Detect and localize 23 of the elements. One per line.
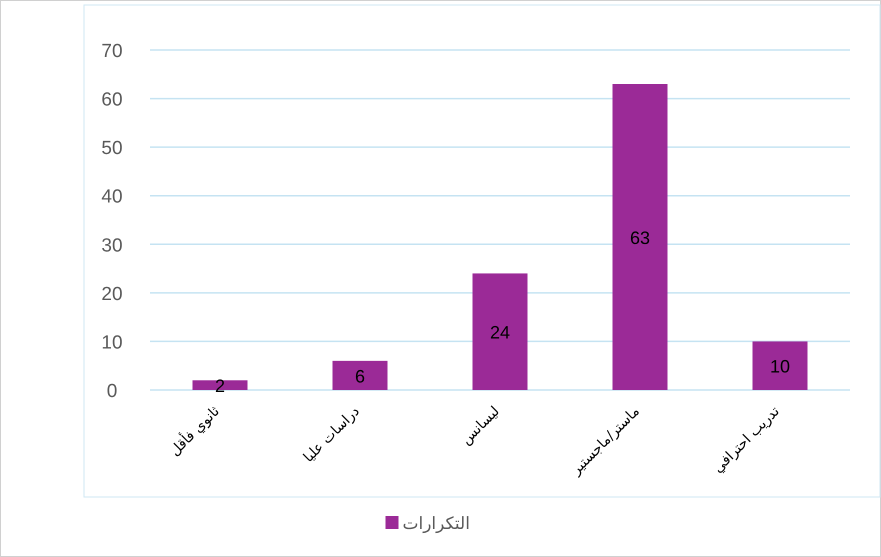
legend-label: التكرارات	[402, 514, 470, 534]
y-tick-label: 60	[101, 90, 123, 111]
bar	[612, 84, 668, 390]
y-tick-label: 20	[101, 284, 123, 305]
data-label: 63	[630, 228, 650, 248]
bar	[332, 360, 388, 390]
y-tick-label: 10	[101, 332, 123, 354]
bar	[752, 341, 808, 390]
x-tick-label: دراسات عليا	[300, 404, 363, 466]
data-label: 6	[354, 366, 366, 386]
bar	[472, 273, 528, 390]
data-label: 24	[490, 322, 510, 343]
y-tick-label: 0	[106, 381, 118, 402]
x-tick-label: ثانوي فأقل	[164, 401, 223, 460]
legend: التكرارات	[386, 514, 470, 534]
y-tick-label: 50	[101, 138, 123, 160]
data-label: 10	[770, 356, 790, 377]
x-tick-label: تدريب احترافي	[710, 403, 783, 476]
x-tick-label: ماستر/ماجستير	[568, 404, 643, 479]
x-tick-label: ليسانس	[458, 404, 503, 448]
y-tick-label: 70	[101, 41, 123, 62]
y-tick-label: 40	[101, 186, 123, 208]
y-tick-label: 30	[101, 235, 123, 256]
